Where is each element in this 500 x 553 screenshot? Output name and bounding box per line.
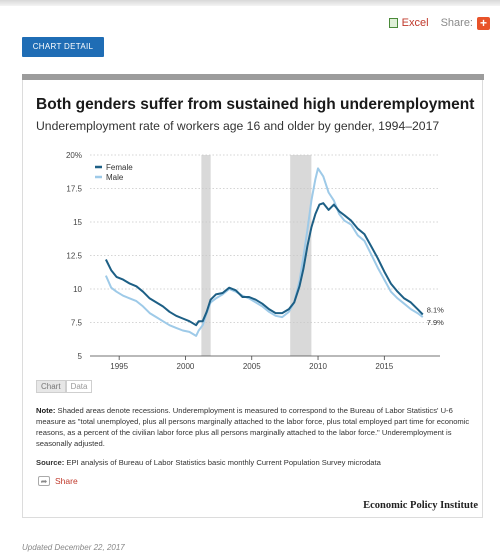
updated-date: Updated December 22, 2017	[22, 543, 125, 552]
chart-title: Both genders suffer from sustained high …	[36, 96, 475, 113]
y-axis-ticks: 5 7.5 10 12.5 15 17.5 20%	[66, 151, 83, 361]
series-line-female	[105, 202, 424, 327]
y-tick-label: 5	[78, 352, 83, 361]
share-plus-icon[interactable]: +	[477, 16, 490, 30]
note-text: Shaded areas denote recessions. Underemp…	[36, 406, 470, 448]
y-tick-label: 15	[73, 218, 82, 227]
chart-subtitle: Underemployment rate of workers age 16 a…	[36, 119, 440, 133]
chart-note: Note: Shaded areas denote recessions. Un…	[36, 405, 476, 449]
top-bar	[0, 0, 500, 6]
legend-label-female: Female	[106, 163, 133, 172]
end-labels: 8.1% 7.9%	[427, 305, 444, 327]
divider-rule	[22, 74, 484, 80]
share-link[interactable]: Share	[55, 476, 78, 486]
y-tick-label: 17.5	[66, 185, 82, 194]
excel-link[interactable]: Excel	[401, 17, 429, 29]
share-arrow-icon[interactable]: ➦	[38, 476, 50, 486]
x-tick-label: 2000	[177, 362, 195, 371]
note-label: Note:	[36, 406, 56, 415]
x-axis-ticks: 1995 2000 2005 2010 2015	[110, 356, 394, 371]
grid-lines	[90, 154, 440, 357]
series-line-male	[104, 167, 424, 337]
chart-source: Source: EPI analysis of Bureau of Labor …	[36, 458, 476, 467]
y-tick-label: 12.5	[66, 252, 82, 261]
tab-chart[interactable]: Chart	[36, 380, 66, 393]
end-label-female: 8.1%	[427, 305, 444, 314]
y-tick-label: 10	[73, 285, 82, 294]
series-lines	[104, 167, 424, 337]
y-tick-label: 7.5	[71, 319, 83, 328]
x-tick-label: 2010	[309, 362, 327, 371]
view-tabs: Chart Data	[36, 380, 93, 393]
excel-icon[interactable]	[388, 18, 398, 28]
share-label: Share:	[440, 17, 473, 29]
organization-name: Economic Policy Institute	[363, 500, 478, 511]
source-label: Source:	[36, 458, 65, 467]
x-tick-label: 2015	[375, 362, 393, 371]
tab-data[interactable]: Data	[65, 380, 93, 393]
chart-panel	[22, 80, 483, 518]
x-tick-label: 2005	[243, 362, 261, 371]
line-chart: 5 7.5 10 12.5 15 17.5 20% 1995 2000 2005 2010 2015…	[66, 151, 444, 371]
y-tick-label: 20%	[66, 151, 82, 160]
toolbar: Excel Share: +	[388, 16, 490, 30]
end-label-male: 7.9%	[427, 318, 444, 327]
legend-label-male: Male	[106, 173, 124, 182]
recession-bands	[201, 155, 312, 356]
source-text: EPI analysis of Bureau of Labor Statisti…	[66, 458, 381, 467]
share-row[interactable]: ➦ Share	[38, 476, 78, 486]
x-tick-label: 1995	[110, 362, 128, 371]
chart-detail-button[interactable]: CHART DETAIL	[22, 37, 104, 57]
